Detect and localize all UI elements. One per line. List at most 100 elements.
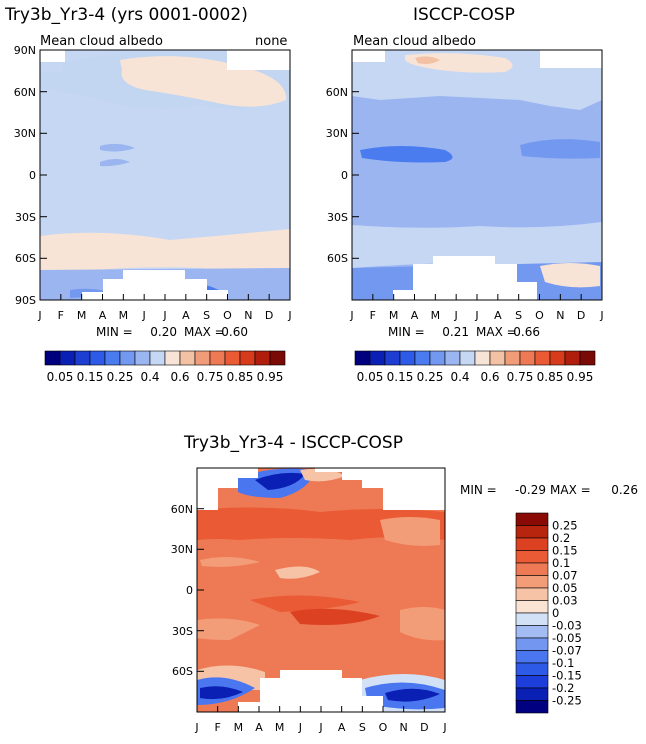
panel3-colorbar-label: -0.15: [552, 669, 582, 683]
panel2-colorbar-swatch: [549, 350, 566, 366]
panel2-field: [351, 49, 603, 301]
panel2-arctic-peak: [415, 56, 440, 64]
panel1-xtick-label: S: [203, 309, 210, 322]
panel2-colorbar-label: 0.4: [450, 370, 469, 384]
panel1-colorbar-label: 0.95: [257, 370, 284, 384]
panel2-xtick-label: O: [535, 309, 544, 322]
panel3-max-label: MAX =: [550, 483, 591, 497]
panel1-missing-arctic: [227, 50, 290, 70]
panel3-min-label: MIN =: [460, 483, 497, 497]
panel3-colorbar-label: 0.05: [552, 581, 578, 595]
panel3-xtick-label: O: [379, 721, 388, 734]
panel3-colorbar-label: 0.07: [552, 569, 578, 583]
panel2-ytick-label: 60N: [326, 86, 348, 99]
panel2-colorbar-label: 0.25: [417, 370, 444, 384]
panel1-ytick-label: 0: [29, 169, 36, 182]
panel2-ytick-label: 60S: [327, 252, 348, 265]
panel3-antarctic-low-west-core: [200, 686, 243, 700]
panel3-colorbar-label: 0.03: [552, 594, 578, 608]
panel2-colorbar-swatch: [489, 350, 506, 366]
panel3-missing-nw: [197, 468, 238, 510]
panel3-colorbar-swatch: [515, 687, 549, 701]
panel2-title: ISCCP-COSP: [413, 5, 515, 25]
panel3-xtick-label: J: [318, 721, 322, 734]
panel2-southern-band: [352, 222, 602, 269]
panel3-colorbar-label: 0.25: [552, 519, 578, 533]
panel3-ytick-label: 60S: [172, 665, 193, 678]
panel3-arctic-low-core: [255, 472, 305, 490]
panel3-colorbar: 0.250.20.150.10.070.050.030-0.03-0.05-0.…: [515, 512, 582, 714]
panel1-missing-nw: [40, 50, 65, 62]
panel3-colorbar-label: -0.25: [552, 694, 582, 708]
panel1-xtick-label: A: [182, 309, 190, 322]
panel1-xtick-label: J: [162, 309, 166, 322]
panel1-ytick-label: 90N: [14, 44, 36, 57]
panel1-field: [39, 49, 291, 301]
panel1-tropical-cell-b: [100, 159, 130, 167]
panel2-xtick-label: M: [389, 309, 399, 322]
panel3-min-value: -0.29: [515, 483, 546, 497]
panel1-colorbar-label: 0.6: [170, 370, 189, 384]
panel1-ytick-label: 90S: [15, 294, 36, 307]
panel2-colorbar-swatch: [369, 350, 386, 366]
panel3-xtick-label: J: [298, 721, 302, 734]
panel2-itcz-cell: [360, 146, 453, 163]
panel1-xtick-label: O: [223, 309, 232, 322]
panel1-xtick-label: N: [244, 309, 252, 322]
panel1-max-value: 0.60: [221, 325, 248, 339]
panel2-colorbar-swatch: [519, 350, 536, 366]
panel-model: Try3b_Yr3-4 (yrs 0001-0002) Mean cloud a…: [4, 5, 292, 384]
panel2-colorbar-swatch: [444, 350, 461, 366]
panel3-colorbar-label: -0.1: [552, 656, 574, 670]
panel1-xtick-label: J: [287, 309, 291, 322]
panel1-colorbar-swatch: [119, 350, 136, 366]
panel1-southern-band: [40, 229, 290, 271]
panel2-stats: MIN = 0.21 MAX = 0.66: [388, 325, 540, 339]
panel1-colorbar-swatch: [209, 350, 226, 366]
panel3-colorbar-swatch: [515, 625, 549, 639]
panel1-missing-antarctic: [82, 270, 228, 300]
panel1-colorbar-swatch: [44, 350, 61, 366]
panel2-colorbar-label: 0.15: [387, 370, 414, 384]
panel3-patch-d: [197, 618, 260, 640]
panel3-colorbar-swatch: [515, 662, 549, 676]
panel2-colorbar-swatch: [429, 350, 446, 366]
panel2-missing-nw: [352, 50, 385, 62]
panel1-colorbar: 0.05 0.15 0.25 0.4 0.6 0.75 0.85 0.95: [44, 350, 286, 384]
panel2-min-label: MIN =: [388, 325, 425, 339]
panel2-colorbar-swatch: [474, 350, 491, 366]
panel2-colorbar-swatch: [564, 350, 581, 366]
panel1-colorbar-swatch: [179, 350, 196, 366]
panel3-xtick-label: J: [442, 721, 446, 734]
panel2-xtick-label: S: [515, 309, 522, 322]
panel1-colorbar-swatch: [254, 350, 271, 366]
panel1-xtick-label: M: [77, 309, 87, 322]
panel2-colorbar-label: 0.05: [357, 370, 384, 384]
panel2-xtick-label: A: [411, 309, 419, 322]
panel3-y-axis: 60N 30N 0 30S 60S: [171, 503, 204, 678]
panel2-xtick-label: D: [577, 309, 585, 322]
panel3-xtick-label: J: [194, 721, 198, 734]
panel2-xtick-label: J: [349, 309, 353, 322]
panel2-ytick-label: 30S: [327, 211, 348, 224]
panel1-min-value: 0.20: [150, 325, 177, 339]
panel1-ytick-label: 60N: [14, 86, 36, 99]
panel3-patch-c: [380, 517, 440, 546]
panel3-xtick-label: S: [359, 721, 366, 734]
panel2-xtick-label: N: [556, 309, 564, 322]
panel3-colorbar-swatch: [515, 537, 549, 551]
panel1-colorbar-swatch: [104, 350, 121, 366]
panel3-patch-a: [200, 556, 260, 567]
panel2-max-label: MAX =: [476, 325, 517, 339]
panel2-east-cell: [520, 139, 600, 159]
panel1-colorbar-swatch: [224, 350, 241, 366]
panel2-colorbar-label: 0.85: [537, 370, 564, 384]
panel2-missing-ne: [540, 50, 602, 68]
panel2-colorbar-swatch: [354, 350, 371, 366]
panel1-units: none: [255, 34, 287, 49]
panel2-min-value: 0.21: [442, 325, 469, 339]
